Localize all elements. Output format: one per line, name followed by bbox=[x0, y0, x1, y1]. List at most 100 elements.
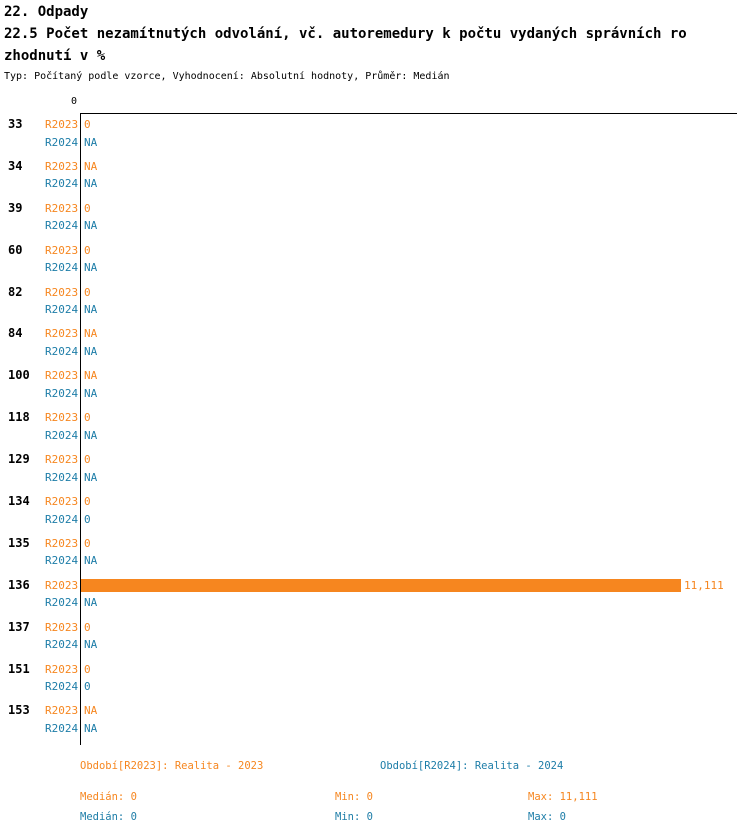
legend-period-r2024: Období[R2024]: Realita - 2024 bbox=[380, 760, 564, 772]
value-label: NA bbox=[84, 638, 98, 652]
category-label: 129 bbox=[8, 452, 30, 467]
bar-row-100-R2024: R2024 NA bbox=[0, 385, 750, 403]
category-group-118: 118 R2023 0 R2024 NA bbox=[0, 409, 750, 444]
series-label: R2023 bbox=[45, 662, 79, 676]
bar-row-129-R2023: 129 R2023 0 bbox=[0, 451, 750, 469]
bar-136-R2023 bbox=[81, 578, 681, 592]
category-label: 134 bbox=[8, 494, 30, 509]
category-group-137: 137 R2023 0 R2024 NA bbox=[0, 619, 750, 654]
category-label: 60 bbox=[8, 242, 23, 257]
category-group-33: 33 R2023 0 R2024 NA bbox=[0, 116, 750, 151]
category-label: 39 bbox=[8, 200, 23, 215]
category-label: 118 bbox=[8, 410, 30, 425]
value-label: NA bbox=[84, 369, 98, 383]
category-group-39: 39 R2023 0 R2024 NA bbox=[0, 200, 750, 235]
bar-row-137-R2023: 137 R2023 0 bbox=[0, 619, 750, 637]
series-label: R2024 bbox=[45, 219, 79, 233]
series-label: R2024 bbox=[45, 596, 79, 610]
stat-min-r2024: Min: 0 bbox=[335, 811, 373, 823]
category-label: 151 bbox=[8, 661, 30, 676]
series-label: R2023 bbox=[45, 118, 79, 131]
bar-row-151-R2023: 151 R2023 0 bbox=[0, 661, 750, 679]
bar-row-135-R2024: R2024 NA bbox=[0, 552, 750, 570]
series-label: R2024 bbox=[45, 470, 79, 484]
bar-row-84-R2023: 84 R2023 NA bbox=[0, 325, 750, 343]
x-axis-line bbox=[80, 113, 737, 114]
bar-row-33-R2024: R2024 NA bbox=[0, 134, 750, 152]
series-label: R2023 bbox=[45, 327, 79, 341]
plot-area: 0 33 R2023 0 R2024 NA 34 R2023 NA R2024 NA 39 R2023… bbox=[0, 95, 750, 753]
bar-row-134-R2024: R2024 0 bbox=[0, 511, 750, 529]
series-label: R2024 bbox=[45, 344, 79, 358]
value-label: 0 bbox=[84, 662, 91, 676]
bar-row-136-R2023: 136 R2023 11,111 bbox=[0, 577, 750, 595]
bar-row-39-R2023: 39 R2023 0 bbox=[0, 200, 750, 218]
chart-header: 22. Odpady 22.5 Počet nezamítnutých odvo… bbox=[4, 1, 746, 87]
value-label: 0 bbox=[84, 201, 91, 215]
series-label: R2024 bbox=[45, 386, 79, 400]
bar-row-33-R2023: 33 R2023 0 bbox=[0, 116, 750, 134]
category-group-60: 60 R2023 0 R2024 NA bbox=[0, 242, 750, 277]
chart-section-title: 22. Odpady bbox=[4, 4, 89, 20]
value-label: 0 bbox=[84, 536, 91, 550]
category-group-34: 34 R2023 NA R2024 NA bbox=[0, 158, 750, 193]
stat-median-r2024: Medián: 0 bbox=[80, 811, 137, 823]
value-label: NA bbox=[84, 303, 98, 317]
value-label: NA bbox=[84, 596, 98, 610]
bar-row-129-R2024: R2024 NA bbox=[0, 469, 750, 487]
chart-meta: Typ: Počítaný podle vzorce, Vyhodnocení:… bbox=[4, 71, 450, 82]
bar-row-34-R2023: 34 R2023 NA bbox=[0, 158, 750, 176]
bar-row-60-R2024: R2024 NA bbox=[0, 259, 750, 277]
bar-row-82-R2023: 82 R2023 0 bbox=[0, 284, 750, 302]
series-label: R2023 bbox=[45, 578, 79, 592]
value-label: NA bbox=[84, 159, 98, 173]
y-axis-line bbox=[80, 113, 81, 745]
series-label: R2024 bbox=[45, 680, 79, 694]
value-label: NA bbox=[84, 721, 98, 735]
series-label: R2023 bbox=[45, 620, 79, 634]
category-group-100: 100 R2023 NA R2024 NA bbox=[0, 367, 750, 402]
series-label: R2024 bbox=[45, 428, 79, 442]
bar-row-153-R2024: R2024 NA bbox=[0, 720, 750, 738]
value-label: 0 bbox=[84, 411, 91, 425]
value-label: 0 bbox=[84, 453, 91, 467]
series-label: R2023 bbox=[45, 201, 79, 215]
bar-row-137-R2024: R2024 NA bbox=[0, 636, 750, 654]
series-label: R2024 bbox=[45, 261, 79, 275]
series-label: R2023 bbox=[45, 285, 79, 299]
category-group-136: 136 R2023 11,111 R2024 NA bbox=[0, 577, 750, 612]
category-label: 136 bbox=[8, 577, 30, 592]
x-axis-zero-label: 0 bbox=[71, 96, 78, 107]
category-label: 100 bbox=[8, 368, 30, 383]
bar-row-153-R2023: 153 R2023 NA bbox=[0, 702, 750, 720]
category-label: 135 bbox=[8, 535, 30, 550]
value-label: NA bbox=[84, 704, 98, 718]
value-label: 0 bbox=[84, 620, 91, 634]
value-label: NA bbox=[84, 219, 98, 233]
series-label: R2024 bbox=[45, 721, 79, 735]
value-label: NA bbox=[84, 386, 98, 400]
value-label: 0 bbox=[84, 243, 91, 257]
series-label: R2024 bbox=[45, 135, 79, 149]
series-label: R2023 bbox=[45, 536, 79, 550]
bar-row-134-R2023: 134 R2023 0 bbox=[0, 493, 750, 511]
value-label: NA bbox=[84, 470, 98, 484]
stat-min-r2023: Min: 0 bbox=[335, 791, 373, 803]
category-label: 137 bbox=[8, 619, 30, 634]
category-label: 153 bbox=[8, 703, 30, 718]
value-label: NA bbox=[84, 261, 98, 275]
series-label: R2023 bbox=[45, 411, 79, 425]
bar-row-136-R2024: R2024 NA bbox=[0, 594, 750, 612]
value-label: NA bbox=[84, 177, 98, 191]
stat-max-r2023: Max: 11,111 bbox=[528, 791, 598, 803]
chart-title-line2: zhodnutí v % bbox=[4, 48, 106, 64]
value-label: 0 bbox=[84, 118, 91, 131]
value-label: NA bbox=[84, 327, 98, 341]
value-label: 0 bbox=[84, 285, 91, 299]
value-label: NA bbox=[84, 344, 98, 358]
value-label: 0 bbox=[84, 495, 91, 509]
series-label: R2023 bbox=[45, 369, 79, 383]
category-group-151: 151 R2023 0 R2024 0 bbox=[0, 661, 750, 696]
category-group-84: 84 R2023 NA R2024 NA bbox=[0, 325, 750, 360]
bar-row-34-R2024: R2024 NA bbox=[0, 175, 750, 193]
